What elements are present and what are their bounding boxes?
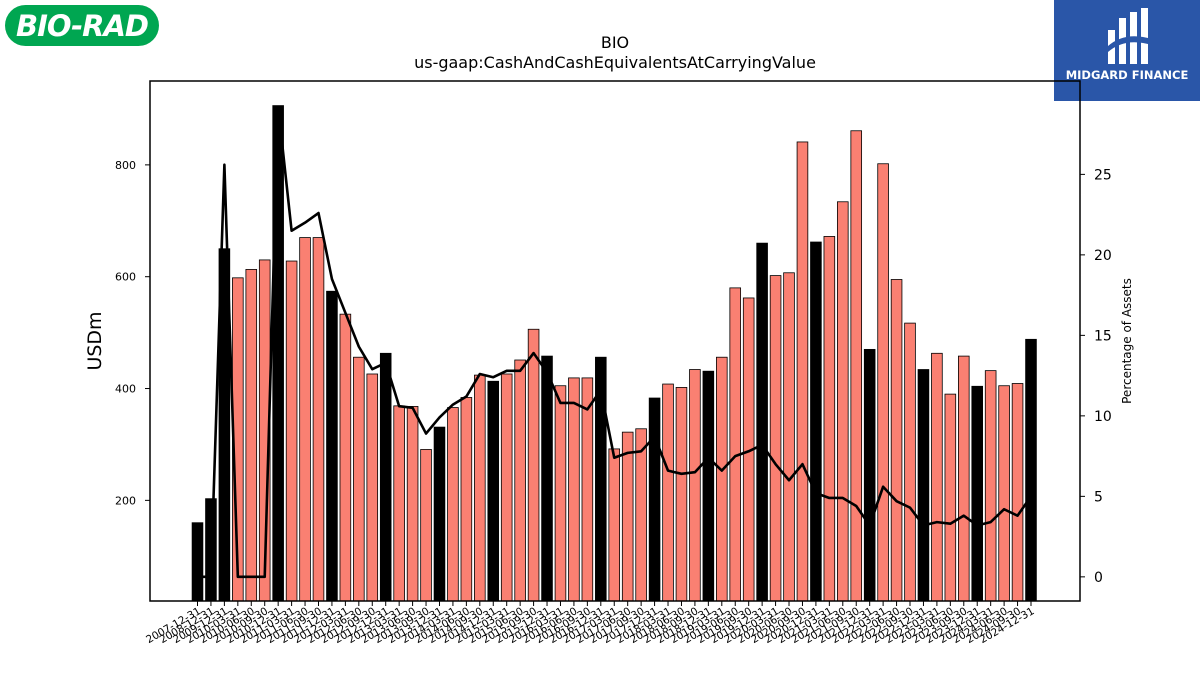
bar-quarterly (877, 163, 889, 602)
bar-quarterly (635, 428, 647, 602)
bar-quarterly (823, 236, 836, 602)
bar-quarterly (675, 387, 688, 602)
y2-tick-label: 0 (1094, 570, 1103, 586)
bar-quarterly (339, 313, 352, 602)
bar-quarterly (245, 269, 258, 602)
bar-annual (433, 426, 446, 602)
bar-quarterly (769, 275, 782, 602)
bar-quarterly (460, 397, 473, 602)
bar-quarterly (500, 373, 513, 602)
bar-quarterly (1011, 383, 1024, 602)
bar-quarterly (689, 369, 701, 602)
bar-quarterly (474, 374, 486, 602)
y2-tick-label: 20 (1094, 248, 1112, 264)
plot-frame (149, 80, 1081, 602)
bars-group (191, 105, 1037, 602)
bar-annual (487, 380, 500, 602)
bar-annual (541, 355, 553, 602)
y2-tick-label: 10 (1094, 409, 1112, 425)
y2-tick-label: 15 (1094, 328, 1112, 344)
y-axis-label: USDm (84, 311, 106, 370)
y-tick-label: 400 (115, 383, 136, 396)
bar-quarterly (796, 141, 809, 602)
bar-quarterly (850, 130, 863, 602)
y-axis-right: 0 5 10 15 20 25 (1080, 167, 1112, 586)
bar-quarterly (783, 272, 795, 602)
bar-quarterly (984, 370, 997, 602)
y2-tick-label: 5 (1094, 489, 1103, 505)
percentage-line (197, 105, 1033, 579)
y-tick-label: 200 (115, 494, 136, 507)
bar-annual (272, 105, 284, 602)
bar-quarterly (662, 383, 674, 602)
bar-quarterly (420, 449, 432, 602)
bar-quarterly (837, 201, 849, 602)
bio-rad-logo-text: BIO-RAD (16, 8, 149, 43)
bar-quarterly (514, 359, 526, 602)
bar-annual (863, 348, 876, 602)
x-axis: 2007-12-312008-12-312009-12-312010-03-31… (144, 601, 1037, 646)
line-group (197, 105, 1033, 579)
y2-tick-label: 25 (1094, 167, 1112, 183)
bar-quarterly (285, 260, 298, 602)
bar-quarterly (312, 237, 325, 602)
y-tick-label: 600 (115, 271, 136, 284)
bar-quarterly (299, 237, 311, 602)
bar-annual (917, 369, 930, 602)
bio-rad-logo: BIO-RAD (5, 5, 159, 46)
y-axis-left: 200 400 600 800 (115, 159, 150, 507)
bar-annual (326, 290, 338, 602)
midgard-finance-logo-text: MIDGARD FINANCE (1065, 68, 1189, 82)
bar-quarterly (931, 352, 943, 602)
bar-quarterly (447, 407, 459, 602)
bar-annual (648, 397, 661, 602)
bar-quarterly (581, 377, 594, 602)
bar-quarterly (729, 287, 742, 602)
bar-annual (810, 241, 822, 602)
bar-quarterly (568, 377, 580, 602)
bar-annual (191, 522, 204, 602)
bar-quarterly (608, 448, 621, 602)
bar-annual (702, 370, 715, 602)
bar-quarterly (554, 385, 567, 602)
midgard-mark-icon (1108, 8, 1148, 64)
bar-quarterly (406, 406, 419, 602)
midgard-finance-logo: MIDGARD FINANCE (1054, 0, 1200, 101)
bar-quarterly (393, 405, 405, 602)
bar-quarterly (890, 279, 903, 602)
bar-quarterly (366, 373, 379, 602)
bar-quarterly (353, 356, 365, 602)
bar-quarterly (958, 355, 970, 602)
bar-annual (756, 242, 768, 602)
bar-quarterly (944, 393, 957, 602)
chart-subtitle: us-gaap:CashAndCashEquivalentsAtCarrying… (414, 53, 816, 72)
bar-quarterly (527, 328, 540, 602)
bar-quarterly (904, 322, 916, 602)
bar-quarterly (621, 431, 634, 602)
bar-quarterly (998, 385, 1010, 602)
bar-quarterly (716, 356, 728, 602)
bar-annual (1025, 338, 1037, 602)
chart-title: BIO (601, 33, 629, 52)
y2-axis-label: Percentage of Assets (1120, 278, 1134, 404)
y-tick-label: 800 (115, 159, 136, 172)
bar-annual (379, 352, 392, 602)
bar-annual (971, 385, 983, 602)
